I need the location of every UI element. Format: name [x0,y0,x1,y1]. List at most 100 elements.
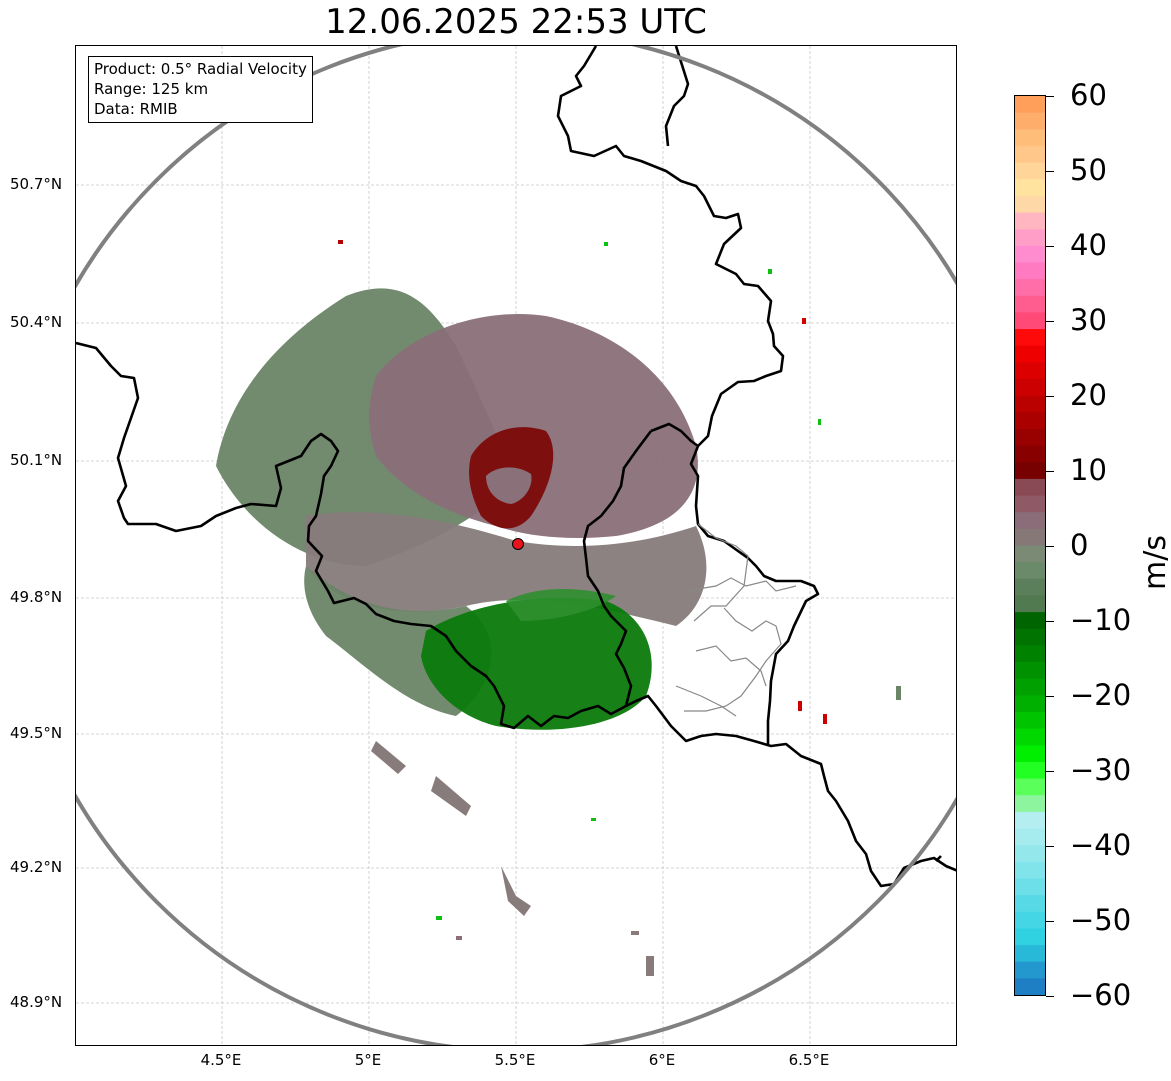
lat-label: 50.4°N [10,313,63,331]
colorbar-tick-mark [1046,771,1054,772]
radar-map-canvas [76,46,956,1045]
radar-map[interactable] [75,45,957,1046]
colorbar-band [1015,861,1045,880]
colorbar-band [1015,379,1045,397]
colorbar-band [1015,595,1045,613]
colorbar-band [1015,145,1045,164]
colorbar-tick-mark [1046,846,1054,847]
colorbar-tick-mark [1046,246,1054,247]
colorbar-band [1015,512,1045,530]
colorbar-band [1015,728,1045,746]
lon-label: 5.5°E [494,1051,536,1069]
colorbar-band [1015,295,1045,314]
colorbar-tick-label: 30 [1070,303,1107,337]
colorbar-band [1015,612,1045,630]
lat-label: 49.8°N [10,588,63,606]
colorbar-band [1015,578,1045,597]
colorbar-tick-mark [1046,171,1054,172]
colorbar-band [1015,345,1045,363]
colorbar-tick-mark [1046,546,1054,547]
product-label: Product: 0.5° Radial Velocity [94,60,307,78]
colorbar-band [1015,645,1045,663]
colorbar-band [1015,395,1045,413]
lat-label: 49.5°N [10,724,63,742]
colorbar-band [1015,212,1045,230]
colorbar-band [1015,745,1045,763]
colorbar-band [1015,961,1045,979]
lat-label: 48.9°N [10,993,63,1011]
colorbar-band [1015,478,1045,497]
colorbar-tick-label: −10 [1070,603,1132,637]
colorbar-band [1015,811,1045,830]
data-source-label: Data: RMIB [94,100,178,118]
colorbar-tick-label: 20 [1070,378,1107,412]
colorbar-band [1015,778,1045,796]
lat-label: 50.1°N [10,451,63,469]
lon-label: 6°E [648,1051,676,1069]
colorbar-band [1015,495,1045,513]
country-borders [76,46,956,888]
colorbar-tick-mark [1046,696,1054,697]
colorbar-band [1015,895,1045,913]
lon-label: 6.5°E [788,1051,830,1069]
colorbar-band [1015,828,1045,846]
colorbar-band [1015,528,1045,547]
colorbar-band [1015,312,1045,330]
colorbar-band [1015,195,1045,214]
velocity-echoes [216,240,901,976]
lat-label: 49.2°N [10,858,63,876]
colorbar-tick-mark [1046,996,1054,997]
colorbar-tick-label: 10 [1070,453,1107,487]
colorbar-band [1015,795,1045,813]
colorbar-band [1015,112,1045,130]
colorbar-tick-label: 0 [1070,528,1089,562]
colorbar-band [1015,279,1045,297]
colorbar-tick-mark [1046,921,1054,922]
colorbar-band [1015,462,1045,480]
colorbar-tick-label: −30 [1070,753,1132,787]
colorbar-band [1015,662,1045,680]
colorbar-band [1015,179,1045,197]
range-label: Range: 125 km [94,80,209,98]
colorbar-tick-label: 50 [1070,153,1107,187]
product-info-box: Product: 0.5° Radial Velocity Range: 125… [88,56,313,123]
colorbar-band [1015,412,1045,430]
colorbar-tick-label: −50 [1070,903,1132,937]
colorbar-band [1015,162,1045,180]
colorbar-band [1015,945,1045,963]
colorbar-band [1015,711,1045,730]
colorbar-band [1015,628,1045,646]
chart-title: 12.06.2025 22:53 UTC [325,2,707,42]
colorbar-band [1015,928,1045,946]
colorbar-tick-label: 40 [1070,228,1107,262]
colorbar-tick-label: 60 [1070,78,1107,112]
colorbar-band [1015,911,1045,930]
colorbar-band [1015,362,1045,380]
lon-label: 4.5°E [200,1051,242,1069]
colorbar-unit-label: m/s [1137,535,1171,590]
colorbar-band [1015,678,1045,696]
colorbar-tick-mark [1046,321,1054,322]
region-borders [675,523,797,717]
lat-label: 50.7°N [10,175,63,193]
colorbar-gradient [1015,96,1045,995]
colorbar-tick-mark [1046,621,1054,622]
radar-site-marker[interactable] [512,538,524,550]
colorbar-tick-label: −60 [1070,978,1132,1012]
colorbar-band [1015,761,1045,780]
colorbar-tick-mark [1046,471,1054,472]
colorbar-band [1015,695,1045,713]
colorbar-band [1015,129,1045,147]
colorbar-band [1015,978,1045,995]
colorbar-band [1015,329,1045,347]
colorbar-tick-label: −20 [1070,678,1132,712]
colorbar-tick-mark [1046,396,1054,397]
colorbar-band [1015,562,1045,580]
colorbar-tick-mark [1046,96,1054,97]
colorbar-band [1015,96,1045,114]
colorbar-tick-label: −40 [1070,828,1132,862]
colorbar-band [1015,262,1045,280]
colorbar-band [1015,878,1045,896]
colorbar-band [1015,445,1045,463]
colorbar-band [1015,545,1045,563]
